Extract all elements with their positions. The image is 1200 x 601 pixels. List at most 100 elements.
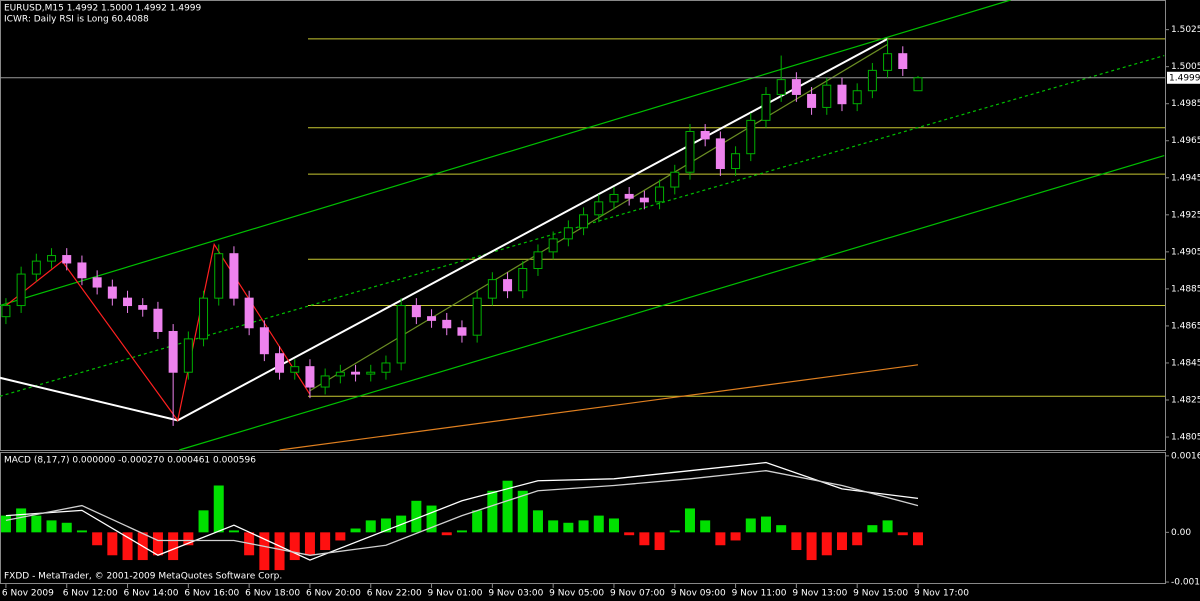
y-tick-label: 1.4905 <box>1171 247 1200 257</box>
histogram-bar <box>578 520 589 533</box>
y-tick-label: -0.00104 <box>1171 578 1200 588</box>
candle-body <box>503 279 513 292</box>
histogram-bar <box>760 516 771 533</box>
histogram-bar <box>639 532 650 546</box>
candle-body <box>624 193 634 199</box>
candle-body <box>700 130 710 140</box>
histogram-bar <box>532 510 543 533</box>
candle-body <box>381 362 391 373</box>
candle-body <box>487 279 497 299</box>
candle-body <box>1 305 11 318</box>
histogram-bar <box>700 520 711 533</box>
histogram-bar <box>168 532 179 561</box>
macd-line <box>5 461 919 561</box>
x-tick-label: 6 Nov 16:00 <box>184 589 239 599</box>
candle-body <box>746 119 756 155</box>
histogram-bar <box>867 525 878 533</box>
candle-body <box>214 253 224 299</box>
candle-body <box>427 316 437 321</box>
candle-body <box>807 93 817 108</box>
x-tick-label: 9 Nov 11:00 <box>732 589 787 599</box>
candle-body <box>609 193 619 203</box>
histogram-bar <box>684 508 695 533</box>
candle-body <box>472 297 482 336</box>
candle-body <box>731 153 741 170</box>
histogram-bar <box>335 532 346 541</box>
candle-body <box>761 93 771 121</box>
trend-line <box>0 0 1011 307</box>
histogram-bar <box>92 532 103 546</box>
histogram-bar <box>836 532 847 551</box>
candle-body <box>913 77 923 92</box>
x-tick-label: 6 Nov 12:00 <box>63 589 118 599</box>
candle-body <box>153 308 163 332</box>
histogram-bar <box>0 515 11 533</box>
candle-body <box>305 366 315 388</box>
candle-body <box>670 171 680 188</box>
y-tick-label: 1.4825 <box>1171 396 1200 406</box>
last-price-box <box>1167 71 1200 84</box>
candle-body <box>31 260 41 275</box>
chart-subtitle: ICWR: Daily RSI is Long 60.4088 <box>4 15 149 25</box>
candle-body <box>92 277 102 288</box>
histogram-bar <box>411 500 422 533</box>
chart-title: EURUSD,M15 1.4992 1.5000 1.4992 1.4999 <box>4 4 202 14</box>
y-tick-label: 1.5025 <box>1171 25 1200 35</box>
histogram-bar <box>745 518 756 533</box>
histogram-bar <box>304 532 315 556</box>
trend-line <box>279 364 919 451</box>
x-tick-label: 9 Nov 09:00 <box>671 589 726 599</box>
histogram-bar <box>624 532 635 536</box>
candle-body <box>366 371 376 375</box>
histogram-bar <box>31 515 42 533</box>
histogram-bar <box>456 530 467 533</box>
histogram-bar <box>198 510 209 533</box>
candle-body <box>123 297 133 307</box>
candle-body <box>290 366 300 373</box>
candle-body <box>47 255 57 262</box>
macd-line <box>5 470 919 556</box>
y-tick-label: 0.0016 <box>1171 451 1200 461</box>
y-tick-label: 1.4985 <box>1171 99 1200 109</box>
candle-body <box>259 327 269 355</box>
candle-body <box>168 330 178 373</box>
histogram-bar <box>715 532 726 546</box>
histogram-bar <box>563 522 574 533</box>
candle-body <box>275 353 285 373</box>
candle-body <box>685 130 695 173</box>
histogram-bar <box>228 530 239 533</box>
candle-body <box>77 262 87 279</box>
x-tick-label: 9 Nov 17:00 <box>914 589 969 599</box>
x-tick-label: 6 Nov 20:00 <box>306 589 361 599</box>
histogram-bar <box>669 530 680 533</box>
trend-line <box>0 376 178 422</box>
histogram-bar <box>274 532 285 571</box>
candle-body <box>898 53 908 70</box>
candle-body <box>594 201 604 216</box>
trend-line <box>179 154 1165 451</box>
candle-body <box>199 297 209 340</box>
candle-body <box>442 319 452 329</box>
candle-body <box>244 297 254 329</box>
candle-body <box>776 79 786 95</box>
x-tick-label: 9 Nov 03:00 <box>488 589 543 599</box>
histogram-bar <box>593 515 604 533</box>
candle-body <box>579 214 589 229</box>
y-tick-label: 1.4965 <box>1171 136 1200 146</box>
histogram-bar <box>730 532 741 541</box>
x-tick-label: 6 Nov 14:00 <box>124 589 179 599</box>
y-tick-label: 0.00 <box>1171 528 1191 538</box>
x-tick-label: 9 Nov 05:00 <box>549 589 604 599</box>
candle-body <box>548 238 558 253</box>
copyright: FXDD - MetaTrader, © 2001-2009 MetaQuote… <box>4 572 282 582</box>
histogram-bar <box>213 485 224 533</box>
candle-body <box>518 268 528 292</box>
x-tick-label: 6 Nov 22:00 <box>367 589 422 599</box>
candle-body <box>457 327 467 336</box>
candle-body <box>655 186 665 203</box>
candle-body <box>822 84 832 108</box>
x-tick-label: 9 Nov 07:00 <box>610 589 665 599</box>
candle-body <box>883 53 893 71</box>
